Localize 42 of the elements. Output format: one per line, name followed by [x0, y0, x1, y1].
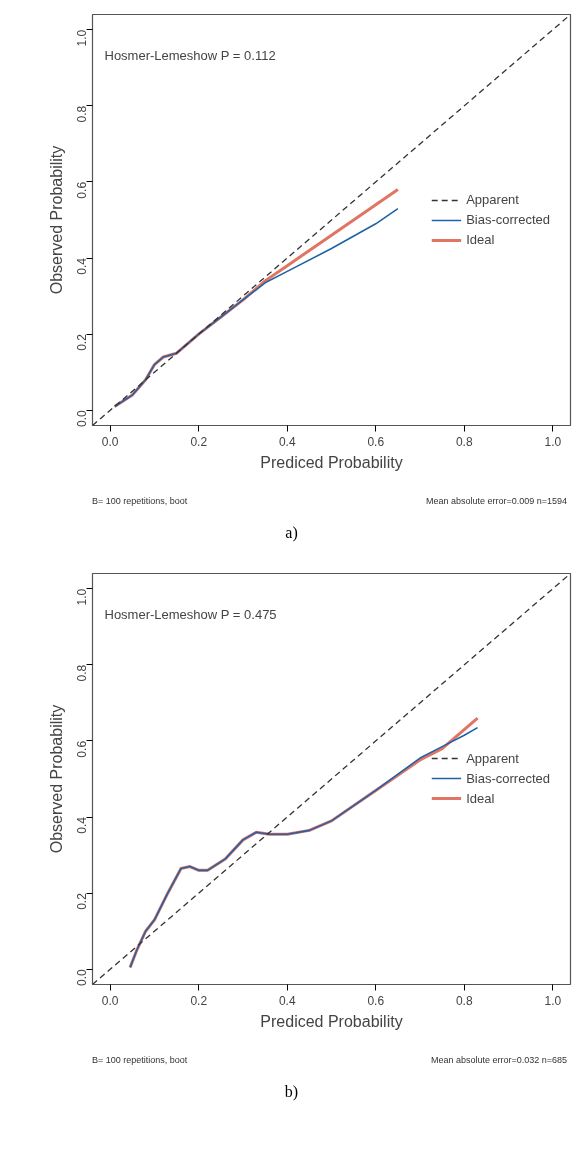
y-tick-label: 0.8	[75, 105, 89, 123]
legend-label: Ideal	[466, 232, 495, 247]
y-tick-label: 0.0	[75, 409, 89, 427]
legend-label: Bias-corrected	[466, 770, 550, 786]
legend-label: Ideal	[466, 790, 495, 806]
legend-label: Apparent	[466, 192, 519, 207]
text: b)	[284, 1081, 299, 1103]
x-tick-label: 0.2	[190, 993, 208, 1008]
x-tick-label: 0.0	[101, 434, 119, 449]
x-axis-title: Prediced Probability	[260, 453, 403, 471]
x-tick-label: 0.4	[278, 434, 296, 449]
legend-label: Bias-corrected	[466, 212, 550, 227]
y-tick-label: 0.2	[75, 892, 89, 910]
x-tick-label: 1.0	[544, 434, 562, 449]
text: a)	[285, 522, 298, 544]
y-tick-label: 0.4	[75, 816, 89, 834]
y-axis-title: Observed Probability	[47, 145, 65, 295]
text: Mean absolute error=0.009 n=1594	[425, 495, 567, 508]
text: Mean absolute error=0.032 n=685	[430, 1053, 567, 1067]
text: B= 100 repetitions, boot	[92, 495, 188, 508]
x-tick-label: 1.0	[544, 993, 562, 1008]
x-tick-label: 0.8	[455, 993, 473, 1008]
legend-label: Apparent	[466, 750, 519, 766]
y-tick-label: 1.0	[75, 588, 89, 606]
y-tick-label: 0.6	[75, 740, 89, 758]
x-tick-label: 0.2	[190, 434, 208, 449]
x-tick-label: 0.0	[101, 993, 119, 1008]
y-tick-label: 0.4	[75, 257, 89, 275]
x-axis-title: Prediced Probability	[260, 1012, 403, 1030]
annotation: Hosmer-Lemeshow P = 0.112	[104, 47, 276, 63]
y-axis-title: Observed Probability	[47, 704, 65, 853]
x-tick-label: 0.6	[367, 993, 385, 1008]
y-tick-label: 0.2	[75, 333, 89, 351]
x-tick-label: 0.8	[455, 434, 473, 449]
y-tick-label: 0.6	[75, 181, 89, 199]
x-tick-label: 0.4	[278, 993, 296, 1008]
y-tick-label: 0.0	[75, 968, 89, 986]
text: B= 100 repetitions, boot	[92, 1053, 188, 1067]
x-tick-label: 0.6	[367, 434, 385, 449]
annotation: Hosmer-Lemeshow P = 0.475	[104, 606, 277, 622]
y-tick-label: 1.0	[75, 29, 89, 47]
y-tick-label: 0.8	[75, 664, 89, 682]
